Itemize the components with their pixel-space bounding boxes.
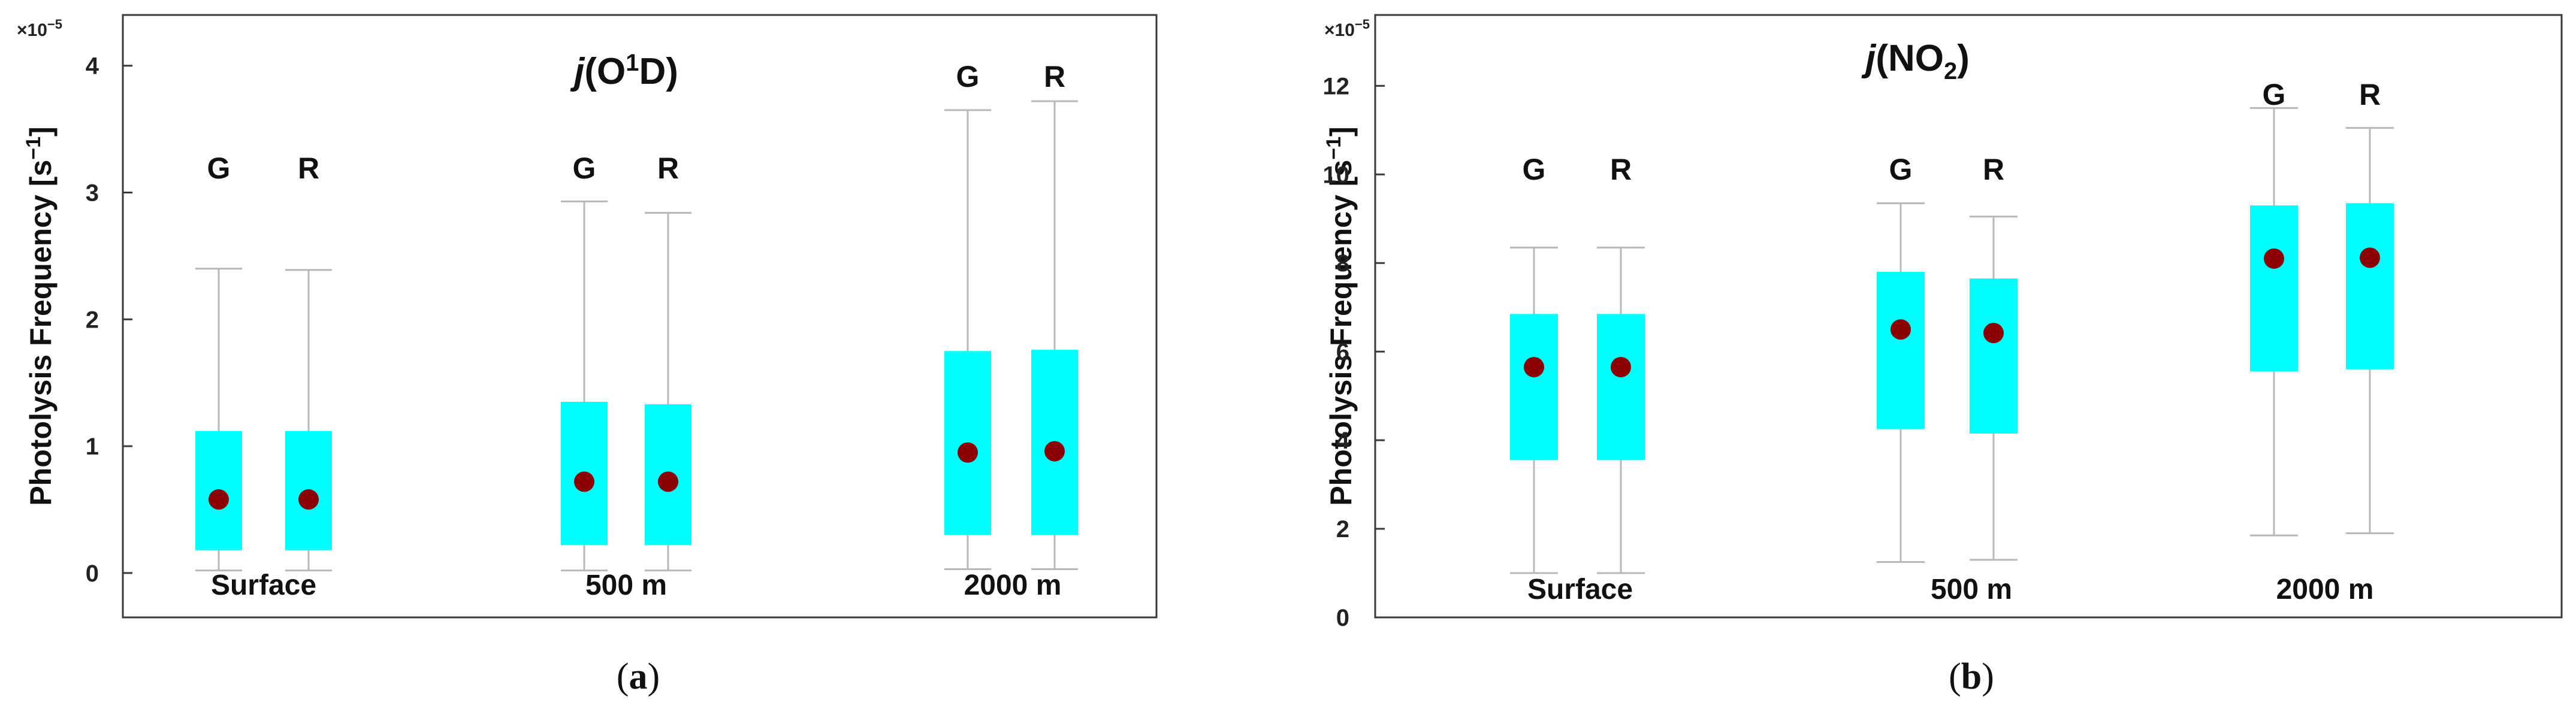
- mean-marker: [2264, 248, 2284, 269]
- panel-b: ×10−5 Photolysis Frequency [s−1] j(NO2) …: [1322, 14, 2563, 697]
- y-tick-label: 10: [1323, 162, 1350, 188]
- y-axis-label: Photolysis Frequency [s−1]: [22, 126, 58, 505]
- y-tick-label: 3: [86, 180, 99, 207]
- y-tick-label: 1: [86, 434, 99, 460]
- box-group: G R Surface: [195, 152, 332, 601]
- group-label: 2000 m: [2276, 574, 2374, 605]
- chart-title: j(NO2): [1861, 38, 1970, 84]
- plot-frame: [1374, 14, 2563, 619]
- mean-marker: [1611, 357, 1631, 378]
- mean-marker: [958, 442, 978, 463]
- iqr-box: [2346, 203, 2394, 369]
- mean-marker: [209, 489, 229, 510]
- scale-factor: ×10−5: [1324, 17, 1370, 40]
- y-tick-label: 4: [86, 53, 99, 80]
- mean-marker: [2360, 247, 2380, 268]
- box-label: R: [1983, 153, 2004, 186]
- scale-factor: ×10−5: [17, 17, 62, 40]
- y-axis-label: Photolysis Frequency [s−1]: [1322, 126, 1358, 505]
- group-label: 500 m: [585, 569, 667, 601]
- y-tick-label: 4: [1336, 428, 1350, 454]
- box-group: G R 2000 m: [944, 60, 1078, 601]
- chart-title: j(O1D): [570, 50, 678, 92]
- group-label: 2000 m: [964, 569, 1062, 601]
- mean-marker: [574, 471, 594, 492]
- mean-marker: [298, 489, 319, 510]
- box-group: G R 500 m: [561, 152, 691, 601]
- mean-marker: [1524, 357, 1544, 378]
- iqr-box: [1877, 272, 1925, 429]
- box-label: G: [1523, 153, 1546, 186]
- box-group: G R 500 m: [1877, 153, 2018, 605]
- y-tick-label: 2: [86, 307, 99, 333]
- panel-tag-a: (a): [617, 656, 660, 697]
- box-label: G: [1889, 153, 1913, 186]
- y-tick-label: 6: [1336, 339, 1349, 365]
- iqr-box: [1597, 314, 1645, 461]
- box-label: R: [2359, 78, 2381, 111]
- iqr-box: [1970, 278, 2018, 434]
- panel-tag-b: (b): [1949, 656, 1994, 697]
- iqr-box: [2250, 205, 2298, 372]
- box-group: G R 2000 m: [2250, 78, 2394, 605]
- mean-marker: [1044, 441, 1065, 462]
- box-label: R: [298, 152, 319, 185]
- iqr-box: [1510, 314, 1558, 461]
- box-label: G: [956, 60, 980, 93]
- box-label: R: [657, 152, 679, 185]
- group-label: Surface: [1527, 574, 1633, 605]
- box-group: G R Surface: [1510, 153, 1645, 605]
- y-tick-label: 8: [1336, 250, 1349, 277]
- plot-frame: [122, 14, 1158, 619]
- mean-marker: [1983, 323, 2004, 344]
- mean-marker: [658, 471, 678, 492]
- box-label: R: [1610, 153, 1632, 186]
- y-tick-label: 12: [1323, 73, 1350, 99]
- group-label: Surface: [211, 569, 316, 601]
- mean-marker: [1891, 319, 1911, 340]
- panel-a: ×10−5 Photolysis Frequency [s−1] j(O1D) …: [17, 14, 1158, 697]
- y-tick-label: 0: [86, 561, 99, 587]
- box-label: G: [573, 152, 596, 185]
- box-label: R: [1044, 60, 1065, 93]
- group-label: 500 m: [1931, 574, 2012, 605]
- y-tick-label: 0: [1336, 605, 1349, 631]
- y-tick-label: 2: [1336, 516, 1349, 543]
- box-label: G: [2263, 78, 2286, 111]
- box-label: G: [207, 152, 231, 185]
